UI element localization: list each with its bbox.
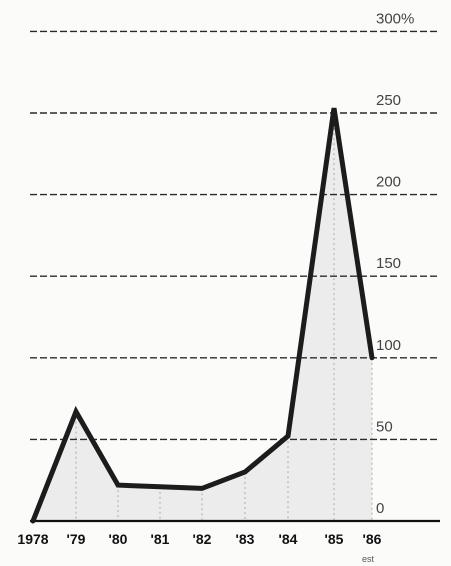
series-area-fill	[33, 108, 372, 521]
y-axis-tick-labels: 0 50 100 150 200 250 300%	[376, 10, 414, 517]
x-tick-label-8: '86	[363, 531, 382, 547]
x-tick-label-2: '80	[109, 531, 128, 547]
series-line	[30, 107, 375, 524]
x-tick-label-3: '81	[151, 531, 170, 547]
x-axis-tick-labels: 1978 '79 '80 '81 '82 '83 '84 '85 '86 est	[17, 531, 381, 564]
x-tick-label-7: '85	[325, 531, 344, 547]
x-tick-label-0: 1978	[17, 531, 48, 547]
y-tick-label-100: 100	[376, 337, 401, 354]
x-tick-label-5: '83	[236, 531, 255, 547]
x-tick-note: est	[362, 554, 375, 564]
x-tick-label-6: '84	[279, 531, 298, 547]
x-tick-label-1: '79	[67, 531, 86, 547]
x-tick-label-4: '82	[193, 531, 212, 547]
y-tick-label-250: 250	[376, 92, 401, 109]
y-tick-label-150: 150	[376, 255, 401, 272]
y-tick-label-300: 300%	[376, 10, 414, 27]
y-tick-label-0: 0	[376, 500, 384, 517]
y-tick-label-200: 200	[376, 174, 401, 191]
y-tick-label-50: 50	[376, 418, 393, 435]
